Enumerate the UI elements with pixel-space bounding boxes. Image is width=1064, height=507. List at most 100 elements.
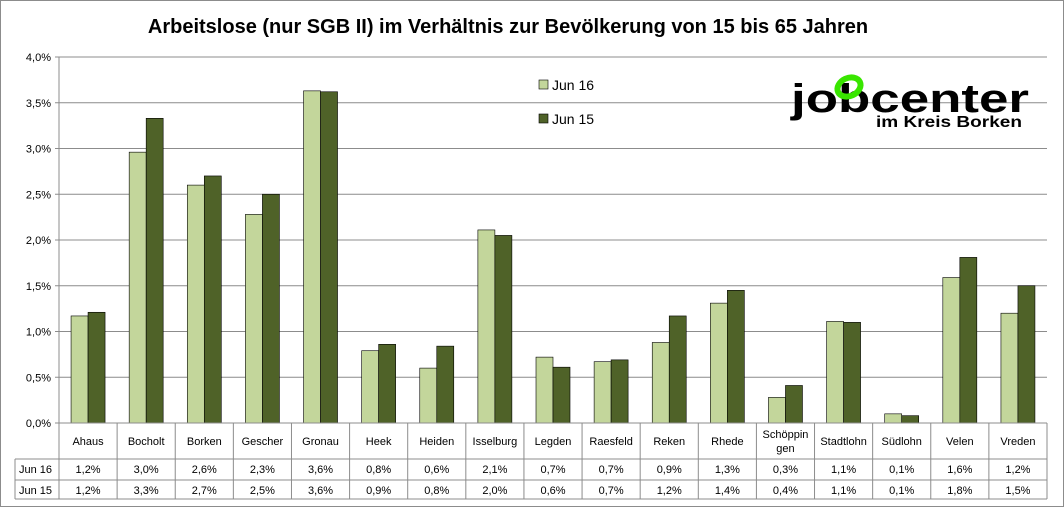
category-label: Gescher — [242, 436, 284, 448]
bar-jun15-13 — [843, 322, 861, 424]
table-cell-value: 0,7% — [599, 464, 624, 476]
bar-jun15-9 — [610, 359, 629, 424]
bar-jun15-16 — [1017, 285, 1036, 424]
chart-title: Arbeitslose (nur SGB II) im Verhältnis z… — [148, 16, 868, 38]
table-cell-value: 0,3% — [773, 464, 798, 476]
bar-jun16-9 — [593, 361, 612, 424]
bar-jun15-14 — [901, 415, 920, 424]
bar-jun15-0 — [87, 311, 106, 424]
table-cell-value: 1,5% — [1005, 485, 1030, 497]
table-row-header: Jun 15 — [19, 485, 52, 497]
table-cell-value: 2,6% — [192, 464, 217, 476]
bar-jun16-16 — [1000, 312, 1019, 424]
table-row-header: Jun 16 — [19, 464, 52, 476]
category-label: Raesfeld — [589, 436, 632, 448]
category-label: Heiden — [419, 436, 454, 448]
table-cell-value: 1,8% — [947, 485, 972, 497]
logo-accent-mark — [834, 74, 864, 100]
y-tick-label: 3,5% — [26, 98, 51, 110]
category-label: Borken — [187, 436, 222, 448]
table-cell-value: 1,3% — [715, 464, 740, 476]
bar-jun16-5 — [361, 350, 379, 424]
bar-jun16-10 — [651, 342, 670, 424]
bar-jun16-12 — [768, 397, 786, 424]
table-cell-value: 3,3% — [134, 485, 159, 497]
table-cell-value: 0,8% — [366, 464, 391, 476]
bar-jun15-7 — [494, 235, 513, 424]
bar-jun16-8 — [535, 356, 554, 424]
table-cell-value: 0,7% — [540, 464, 565, 476]
table-cell-value: 1,2% — [76, 464, 101, 476]
logo-wordmark: jobcenter — [790, 77, 1029, 121]
table-cell-value: 2,7% — [192, 485, 217, 497]
category-label: Legden — [535, 436, 572, 448]
category-label: Schöppin — [763, 429, 809, 441]
y-tick-label: 2,0% — [26, 235, 51, 247]
table-cell-value: 1,2% — [76, 485, 101, 497]
y-tick-label: 1,0% — [26, 327, 51, 339]
legend-swatch-jun15 — [538, 113, 549, 124]
table-cell-value: 0,6% — [424, 464, 449, 476]
bar-jun15-2 — [203, 175, 222, 424]
logo-subtitle: im Kreis Borken — [876, 114, 1022, 131]
y-tick-label: 2,5% — [26, 189, 51, 201]
category-label: Stadtlohn — [820, 436, 866, 448]
table-cell-value: 1,4% — [715, 485, 740, 497]
category-label: Ahaus — [72, 436, 104, 448]
bar-jun16-4 — [303, 90, 321, 424]
category-label: Heek — [366, 436, 392, 448]
bar-jun15-6 — [436, 345, 455, 424]
bar-jun16-11 — [710, 302, 728, 424]
bar-jun15-10 — [668, 315, 687, 424]
y-tick-label: 1,5% — [26, 281, 51, 293]
table-cell-value: 3,0% — [134, 464, 159, 476]
category-label: Isselburg — [473, 436, 518, 448]
bar-jun15-1 — [145, 118, 164, 424]
bar-jun15-11 — [727, 290, 745, 424]
jobcenter-logo: jobcenter im Kreis Borken — [790, 74, 1029, 131]
y-tick-label: 3,0% — [26, 144, 51, 156]
table-cell-value: 0,1% — [889, 464, 914, 476]
table-cell-value: 3,6% — [308, 464, 333, 476]
bar-jun15-5 — [378, 344, 396, 424]
bar-jun15-3 — [262, 193, 280, 424]
table-cell-value: 2,0% — [482, 485, 507, 497]
bar-jun15-12 — [785, 385, 803, 424]
table-cell-value: 0,9% — [657, 464, 682, 476]
category-label: Reken — [653, 436, 685, 448]
gridlines — [58, 56, 1047, 424]
table-cell-value: 0,1% — [889, 485, 914, 497]
bar-jun16-15 — [942, 277, 961, 424]
bar-jun16-14 — [884, 413, 903, 424]
table-cell-value: 0,6% — [540, 485, 565, 497]
bar-jun16-6 — [419, 367, 438, 424]
bar-jun16-13 — [826, 321, 844, 424]
table-cell-value: 2,1% — [482, 464, 507, 476]
category-label: Rhede — [711, 436, 743, 448]
table-cell-value: 1,1% — [831, 485, 856, 497]
table-cell-value: 1,2% — [657, 485, 682, 497]
y-axis-ticks: 0,0% 0,5% 1,0% 1,5% 2,0% 2,5% 3,0% 3,5% 4,0% — [26, 52, 59, 430]
legend-label-jun16: Jun 16 — [552, 77, 594, 93]
table-cell-value: 0,4% — [773, 485, 798, 497]
table-cell-value: 0,9% — [366, 485, 391, 497]
y-tick-label: 4,0% — [26, 52, 51, 64]
table-cell-value: 0,7% — [599, 485, 624, 497]
table-cell-value: 0,8% — [424, 485, 449, 497]
bar-jun15-4 — [320, 91, 338, 424]
data-table: Ahaus Bocholt Borken Gescher Gronau Heek Heide… — [14, 422, 1048, 500]
legend-label-jun15: Jun 15 — [552, 111, 594, 127]
bar-jun16-1 — [128, 151, 147, 424]
legend-swatch-jun16 — [538, 79, 549, 90]
bar-jun16-7 — [477, 229, 496, 424]
y-tick-label: 0,0% — [26, 418, 51, 430]
table-cell-value: 2,5% — [250, 485, 275, 497]
table-cell-value: 1,2% — [1005, 464, 1030, 476]
y-tick-label: 0,5% — [26, 372, 51, 384]
table-cell-value: 1,1% — [831, 464, 856, 476]
bar-jun16-0 — [70, 315, 89, 424]
legend: Jun 16 Jun 15 — [538, 77, 594, 127]
table-cell-value: 1,6% — [947, 464, 972, 476]
category-label: Südlohn — [882, 436, 922, 448]
